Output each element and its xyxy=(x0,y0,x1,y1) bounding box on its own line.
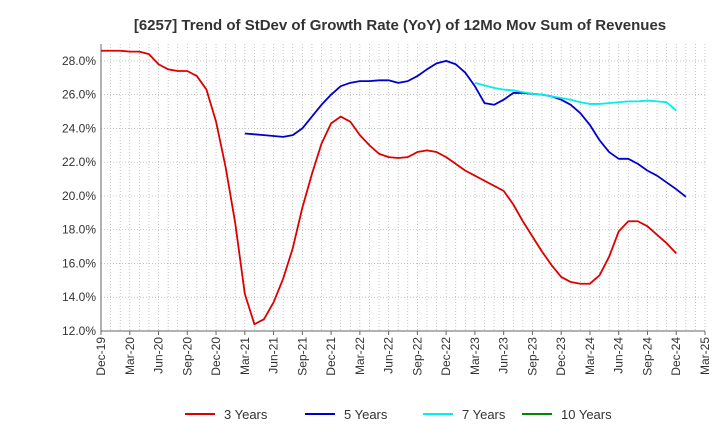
legend-label: 3 Years xyxy=(224,407,268,422)
x-tick-label: Dec-20 xyxy=(209,337,223,376)
x-tick-label: Dec-21 xyxy=(324,337,338,376)
x-tick-label: Sep-21 xyxy=(295,337,309,376)
x-tick-label: Mar-21 xyxy=(238,337,252,375)
x-tick-label: Dec-22 xyxy=(439,337,453,376)
series-layer xyxy=(101,49,687,326)
y-tick-label: 16.0% xyxy=(62,256,96,270)
y-tick-label: 22.0% xyxy=(62,155,96,169)
x-tick-label: Dec-23 xyxy=(554,337,568,376)
series-line-7-years xyxy=(474,81,677,112)
x-tick-label: Jun-24 xyxy=(612,337,626,374)
x-tick-label: Jun-21 xyxy=(267,337,281,374)
x-tick-label: Mar-24 xyxy=(583,337,597,375)
y-tick-label: 24.0% xyxy=(62,121,96,135)
x-tick-label: Sep-22 xyxy=(410,337,424,376)
x-tick-label: Mar-20 xyxy=(123,337,137,375)
grid-layer xyxy=(100,44,706,332)
x-tick-label: Sep-23 xyxy=(525,337,539,376)
axis-layer: 12.0% 14.0% 16.0% 18.0% 20.0% 22.0% 24.0% 26.0%… xyxy=(62,44,712,376)
legend-label: 10 Years xyxy=(561,407,612,422)
x-tick-label: Jun-20 xyxy=(152,337,166,374)
x-tick-label: Mar-22 xyxy=(353,337,367,375)
series-line-5-years xyxy=(244,59,687,198)
legend-label: 5 Years xyxy=(344,407,388,422)
y-tick-label: 18.0% xyxy=(62,223,96,237)
x-tick-label: Mar-23 xyxy=(468,337,482,375)
y-tick-label: 28.0% xyxy=(62,54,96,68)
legend: 3 Years 5 Years 7 Years 10 Years xyxy=(185,407,612,422)
x-tick-label: Sep-24 xyxy=(640,337,654,376)
x-tick-label: Dec-19 xyxy=(94,337,108,376)
x-tick-label: Dec-24 xyxy=(669,337,683,376)
chart-title: [6257] Trend of StDev of Growth Rate (Yo… xyxy=(134,17,666,34)
series-line-3-years xyxy=(101,49,677,326)
x-tick-label: Sep-20 xyxy=(180,337,194,376)
x-tick-label: Jun-22 xyxy=(382,337,396,374)
legend-label: 7 Years xyxy=(462,407,506,422)
y-tick-label: 12.0% xyxy=(62,324,96,338)
x-tick-label: Mar-25 xyxy=(698,337,712,375)
y-tick-label: 14.0% xyxy=(62,290,96,304)
x-tick-label: Jun-23 xyxy=(497,337,511,374)
y-tick-label: 20.0% xyxy=(62,189,96,203)
plot-area xyxy=(101,44,705,331)
y-tick-label: 26.0% xyxy=(62,88,96,102)
